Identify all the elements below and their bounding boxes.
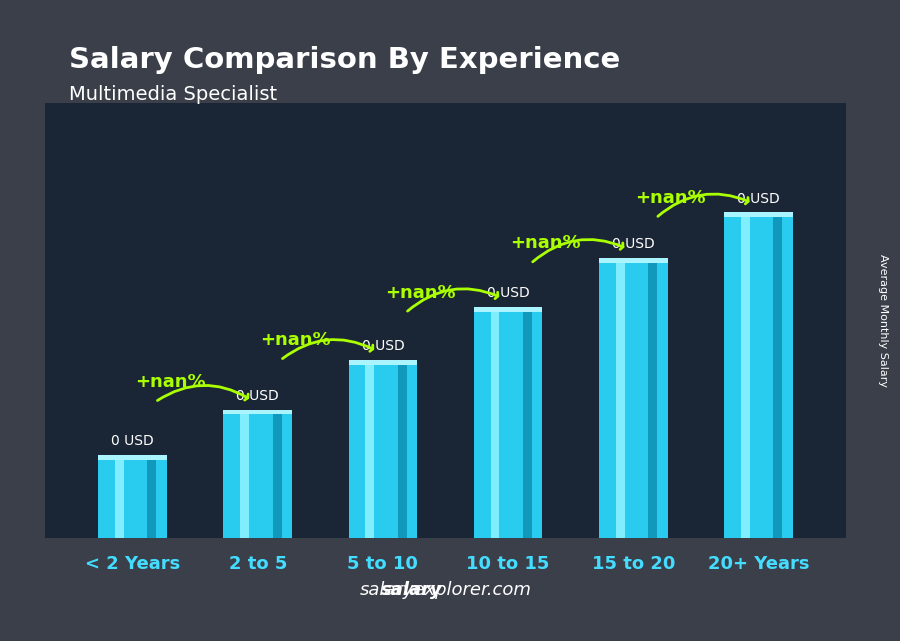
Text: +nan%: +nan% (135, 372, 205, 390)
Text: 0 USD: 0 USD (237, 388, 279, 403)
Text: salary: salary (381, 581, 443, 599)
Text: Salary Comparison By Experience: Salary Comparison By Experience (69, 46, 620, 74)
Bar (223, 410, 292, 414)
Bar (741, 212, 750, 538)
Bar (348, 360, 418, 365)
Bar (473, 307, 543, 538)
Text: salaryexplorer.com: salaryexplorer.com (360, 581, 531, 599)
Bar (148, 455, 157, 538)
Bar (348, 360, 418, 538)
Bar (598, 258, 668, 263)
Text: +nan%: +nan% (510, 234, 580, 253)
Text: 0 USD: 0 USD (737, 192, 779, 206)
Bar (398, 360, 407, 538)
Bar (491, 307, 500, 538)
Bar (98, 455, 167, 538)
Bar (115, 455, 124, 538)
Bar (240, 410, 249, 538)
Text: +nan%: +nan% (635, 189, 706, 207)
Bar (724, 212, 793, 217)
Text: 0 USD: 0 USD (112, 434, 154, 448)
Bar (473, 307, 543, 312)
Bar (616, 258, 625, 538)
Text: +nan%: +nan% (385, 283, 455, 301)
Bar (98, 455, 167, 460)
Text: 0 USD: 0 USD (487, 287, 529, 301)
Bar (45, 103, 846, 538)
Text: Average Monthly Salary: Average Monthly Salary (878, 254, 888, 387)
Bar (523, 307, 532, 538)
Bar (724, 212, 793, 538)
Text: 0 USD: 0 USD (612, 237, 654, 251)
Bar (773, 212, 782, 538)
Text: Multimedia Specialist: Multimedia Specialist (69, 85, 277, 104)
Bar (273, 410, 282, 538)
Text: +nan%: +nan% (260, 331, 330, 349)
Bar (598, 258, 668, 538)
Text: 0 USD: 0 USD (362, 340, 404, 353)
Bar (365, 360, 374, 538)
Bar (223, 410, 292, 538)
Bar (648, 258, 657, 538)
